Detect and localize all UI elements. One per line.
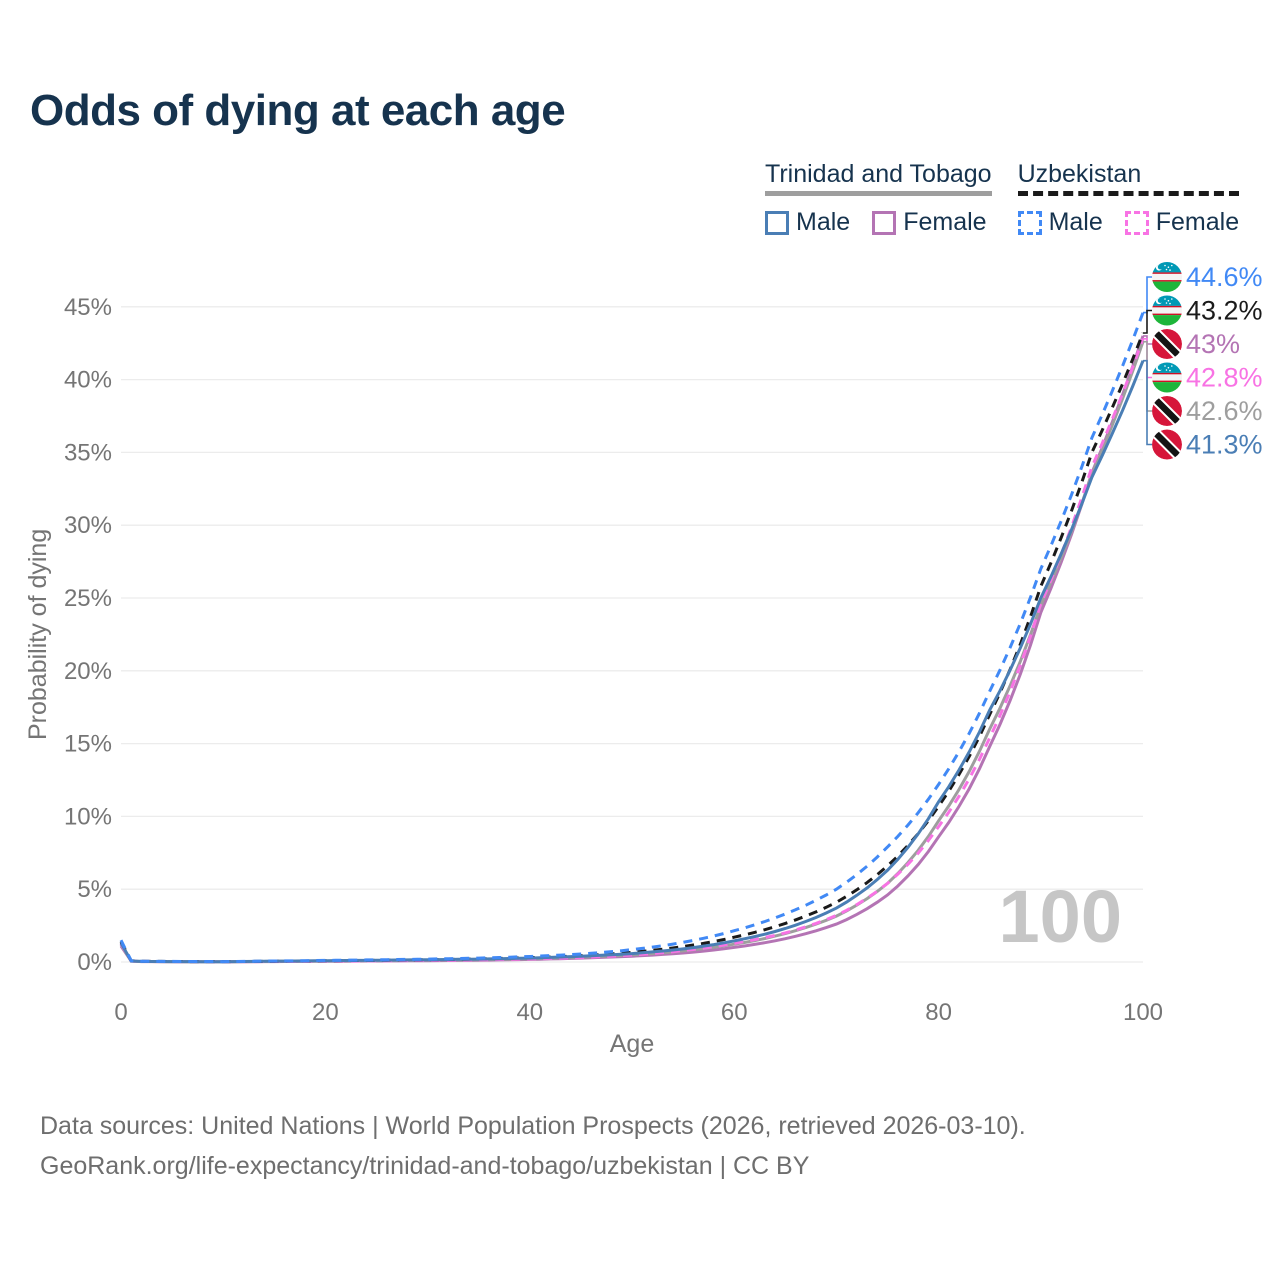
- legend-country-uzbekistan-label: Uzbekistan: [1017, 160, 1142, 188]
- attribution-text: GeoRank.org/life-expectancy/trinidad-and…: [40, 1152, 810, 1180]
- legend-group-trinidad: Trinidad and Tobago Male Female: [765, 160, 992, 237]
- end-label-tt-male[interactable]: 41.3%: [1143, 359, 1263, 460]
- uzbekistan-flag-icon: [1152, 363, 1182, 393]
- legend-item-tt-male[interactable]: Male: [765, 208, 850, 237]
- line-uz-male[interactable]: [119, 312, 1145, 964]
- y-tick-label: 0%: [77, 949, 112, 976]
- leader-line: [1143, 276, 1152, 314]
- trinidad-and-tobago-flag-icon: [1152, 430, 1182, 460]
- y-tick-label: 40%: [64, 367, 112, 394]
- y-tick-label: 45%: [64, 294, 112, 321]
- uzbekistan-flag-icon: [1152, 262, 1182, 292]
- chart-footer: Data sources: United Nations | World Pop…: [40, 1106, 1026, 1186]
- gridlines: 0% 5% 10% 15% 20% 25% 30% 35% 40% 45% 0 20 40 60 80 100…: [24, 294, 1163, 1058]
- x-tick-label: 60: [721, 999, 748, 1026]
- end-value-label: 44.6%: [1186, 262, 1263, 292]
- y-tick-label: 35%: [64, 439, 112, 466]
- x-tick-label: 80: [925, 999, 952, 1026]
- end-value-label: 43.2%: [1186, 296, 1263, 326]
- line-tt-male[interactable]: [119, 360, 1145, 964]
- leader-line: [1143, 359, 1152, 446]
- y-axis-title: Probability of dying: [24, 529, 52, 740]
- end-value-label: 41.3%: [1186, 430, 1263, 460]
- y-tick-label: 20%: [64, 658, 112, 685]
- data-sources-text: Data sources: United Nations | World Pop…: [40, 1112, 1026, 1140]
- y-tick-label: 15%: [64, 731, 112, 758]
- uzbekistan-line-style-swatch: [1017, 191, 1240, 196]
- y-tick-label: 25%: [64, 585, 112, 612]
- x-axis-title: Age: [610, 1030, 654, 1058]
- x-tick-label: 20: [312, 999, 339, 1026]
- chart-legend: Trinidad and Tobago Male Female Uzbekist…: [765, 160, 1240, 237]
- end-label-uz-total[interactable]: 43.2%: [1143, 295, 1263, 334]
- line-tt-female[interactable]: [119, 335, 1145, 964]
- end-label-tt-total[interactable]: 42.6%: [1143, 340, 1263, 426]
- age-watermark: 100: [999, 875, 1122, 958]
- uz-male-swatch: [1017, 210, 1042, 235]
- legend-item-tt-female[interactable]: Female: [872, 208, 987, 237]
- tt-female-label: Female: [903, 208, 987, 236]
- end-value-label: 42.6%: [1186, 396, 1263, 426]
- legend-country-trinidad[interactable]: Trinidad and Tobago: [765, 160, 992, 196]
- legend-item-uz-male[interactable]: Male: [1017, 208, 1103, 237]
- uz-male-label: Male: [1048, 208, 1103, 236]
- odds-of-dying-chart[interactable]: 0% 5% 10% 15% 20% 25% 30% 35% 40% 45% 0 20 40 60 80 100…: [0, 0, 1280, 1080]
- uz-female-swatch: [1124, 210, 1149, 235]
- leader-line: [1143, 309, 1152, 334]
- end-value-label: 43%: [1186, 329, 1240, 359]
- line-uz-female[interactable]: [119, 338, 1145, 964]
- trinidad-and-tobago-flag-icon: [1152, 329, 1182, 359]
- tt-female-swatch: [872, 210, 897, 235]
- legend-country-trinidad-label: Trinidad and Tobago: [765, 160, 992, 188]
- line-tt-total[interactable]: [119, 341, 1145, 964]
- tt-male-swatch: [765, 210, 789, 235]
- trinidad-and-tobago-flag-icon: [1152, 396, 1182, 426]
- tt-male-label: Male: [796, 208, 851, 236]
- line-uz-total[interactable]: [119, 332, 1145, 964]
- end-label-uz-female[interactable]: 42.8%: [1143, 338, 1263, 393]
- end-value-label: 42.8%: [1186, 363, 1263, 393]
- trinidad-line-style-swatch: [765, 191, 992, 196]
- uzbekistan-flag-icon: [1152, 296, 1182, 326]
- x-tick-label: 40: [516, 999, 543, 1026]
- legend-item-uz-female[interactable]: Female: [1124, 208, 1240, 237]
- y-tick-label: 30%: [64, 512, 112, 539]
- legend-group-uzbekistan: Uzbekistan Male Female: [1017, 160, 1240, 237]
- x-tick-label: 100: [1123, 999, 1163, 1026]
- end-label-uz-male[interactable]: 44.6%: [1143, 262, 1263, 314]
- y-tick-label: 5%: [77, 876, 112, 903]
- y-tick-label: 10%: [64, 803, 112, 830]
- uz-female-label: Female: [1155, 208, 1240, 236]
- legend-country-uzbekistan[interactable]: Uzbekistan: [1017, 160, 1240, 196]
- page-title: Odds of dying at each age: [30, 86, 566, 135]
- end-label-tt-female[interactable]: 43%: [1143, 329, 1240, 359]
- x-tick-label: 0: [114, 999, 127, 1026]
